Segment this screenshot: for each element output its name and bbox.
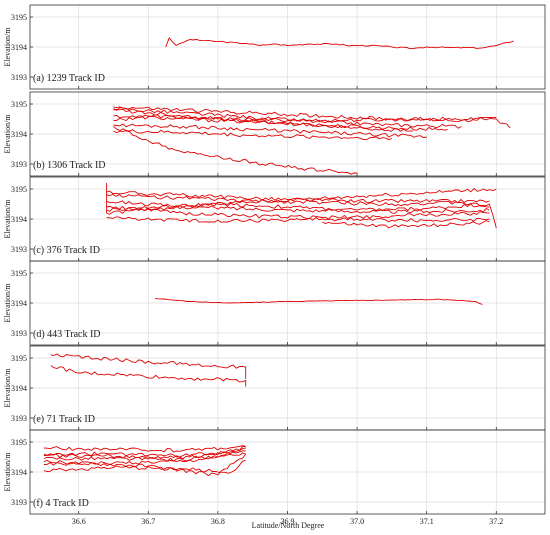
panel-label: (c) 376 Track ID: [33, 245, 100, 256]
y-tick-label: 3193: [11, 414, 27, 423]
track-series-line: [113, 106, 497, 123]
y-tick-label: 3193: [11, 245, 27, 254]
x-tick-label: 36.8: [211, 517, 225, 526]
y-axis-title: Elevation/m: [3, 199, 12, 239]
panel-2: 3193 3194 3195 Elevation/m (b) 1306 Track ID: [3, 91, 546, 177]
y-tick-label: 3194: [11, 43, 27, 52]
y-tick-label: 3195: [11, 354, 27, 363]
panel-label: (e) 71 Track ID: [33, 414, 95, 425]
y-tick-label: 3194: [11, 130, 27, 139]
y-tick-label: 3193: [11, 73, 27, 82]
y-tick-label: 3193: [11, 160, 27, 169]
track-series-line: [106, 183, 497, 229]
x-tick-label: 37.0: [350, 517, 364, 526]
track-series-line: [50, 353, 247, 379]
panel-label: (a) 1239 Track ID: [33, 73, 105, 84]
y-tick-label: 3195: [11, 438, 27, 447]
y-axis-title: Elevation/m: [3, 452, 12, 492]
track-series-line: [113, 129, 393, 141]
track-series-line: [43, 450, 246, 458]
x-tick-label: 36.9: [281, 517, 295, 526]
track-series-line: [43, 452, 246, 466]
y-tick-label: 3193: [11, 329, 27, 338]
track-series-line: [113, 108, 413, 132]
y-tick-label: 3194: [11, 384, 27, 393]
y-axis-title: Elevation/m: [3, 114, 12, 154]
track-series-line: [113, 107, 462, 129]
y-tick-label: 3194: [11, 299, 27, 308]
track-series-line: [106, 200, 490, 214]
panel-3: 3193 3194 3195 Elevation/m (c) 376 Track ID: [3, 176, 546, 262]
track-series-line: [106, 190, 490, 204]
y-axis-title: Elevation/m: [3, 368, 12, 408]
x-tick-label: 36.7: [141, 517, 155, 526]
panel-label: (b) 1306 Track ID: [33, 160, 106, 171]
y-tick-label: 3195: [11, 185, 27, 194]
track-series-line: [322, 220, 490, 229]
panel-4: 3193 3194 3195 Elevation/m (d) 443 Track ID: [3, 260, 546, 346]
y-tick-label: 3194: [11, 215, 27, 224]
x-axis-title: Latitude/North Degree: [252, 521, 325, 530]
track-series-line: [155, 298, 483, 305]
panel-6: 3193 3194 3195 Elevation/m (f) 4 Track ID: [3, 429, 546, 515]
track-series-line: [113, 123, 427, 139]
x-tick-label: 37.1: [420, 517, 434, 526]
y-axis-title: Elevation/m: [3, 27, 12, 67]
track-series-line: [113, 114, 448, 131]
track-series-line: [165, 37, 514, 50]
track-series-line: [106, 216, 490, 223]
track-series-line: [50, 365, 247, 387]
track-series-line: [113, 126, 358, 175]
track-series-line: [43, 447, 246, 462]
panel-label: (d) 443 Track ID: [33, 329, 101, 340]
track-series-line: [106, 187, 497, 212]
panel-1: 3193 3194 3195 Elevation/m (a) 1239 Track ID: [3, 4, 546, 90]
y-tick-label: 3194: [11, 468, 27, 477]
y-tick-label: 3195: [11, 269, 27, 278]
x-axis: 36.6 36.7 36.8 36.9 37.0 37.1 37.2: [72, 517, 504, 526]
y-axis-title: Elevation/m: [3, 283, 12, 323]
track-series-line: [113, 114, 511, 129]
track-series-line: [43, 445, 246, 460]
x-tick-label: 37.2: [489, 517, 503, 526]
track-series-line: [106, 193, 490, 208]
track-series-line: [43, 445, 246, 453]
panel-label: (f) 4 Track ID: [33, 498, 89, 509]
track-series-line: [43, 459, 246, 474]
track-series-line: [106, 205, 490, 220]
y-tick-label: 3195: [11, 100, 27, 109]
panel-5: 3193 3194 3195 Elevation/m (e) 71 Track ID: [3, 345, 546, 431]
track-series-line: [43, 453, 247, 477]
y-tick-label: 3193: [11, 498, 27, 507]
panels: 3193 3194 3195 Elevation/m (a) 1239 Track ID…: [3, 4, 546, 515]
y-tick-label: 3195: [11, 13, 27, 22]
x-tick-label: 36.6: [72, 517, 86, 526]
